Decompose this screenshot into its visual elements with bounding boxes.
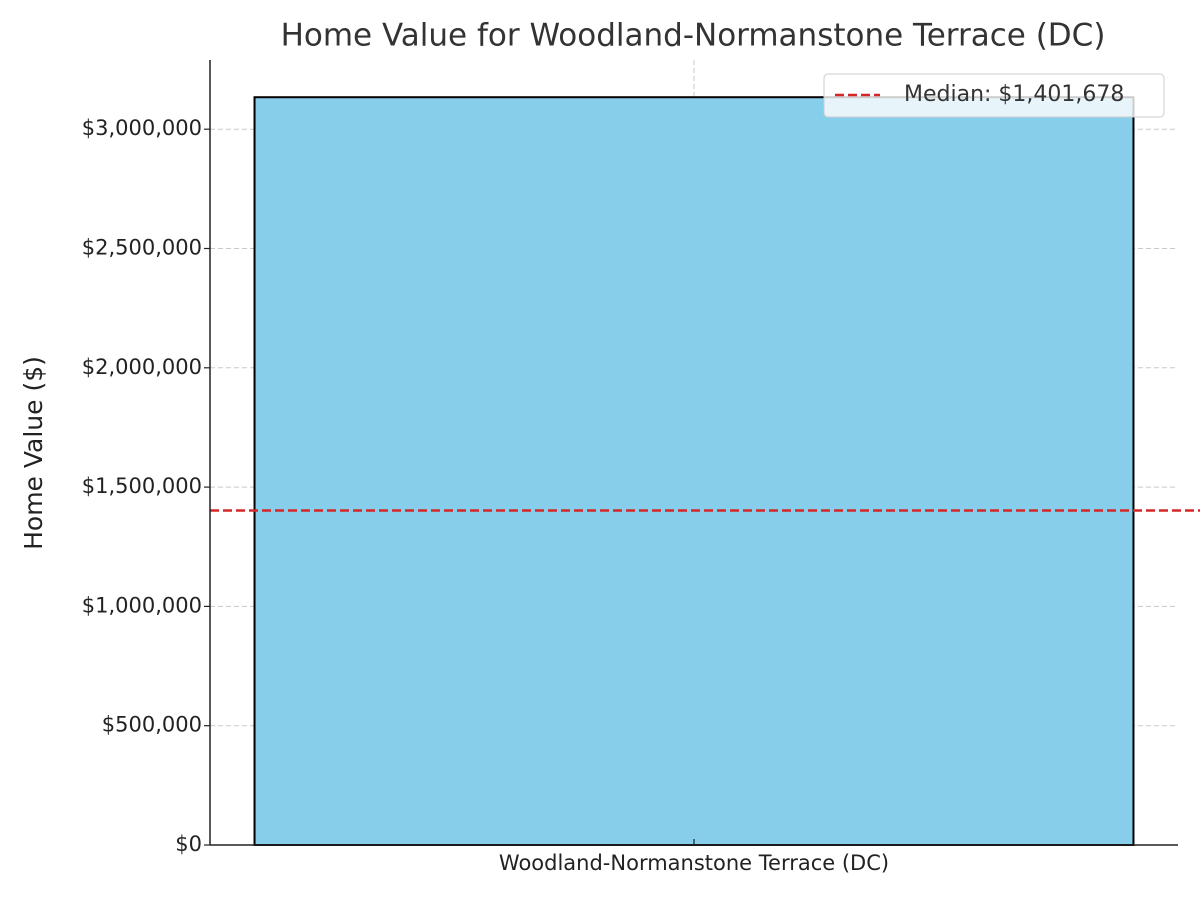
y-tick-label: $3,000,000: [82, 116, 202, 140]
x-tick-label: Woodland-Normanstone Terrace (DC): [499, 851, 889, 875]
y-tick-label: $1,000,000: [82, 593, 202, 617]
legend-label: Median: $1,401,678: [904, 82, 1124, 107]
y-tick-label: $2,000,000: [82, 355, 202, 379]
chart-title: Home Value for Woodland-Normanstone Terr…: [281, 18, 1106, 54]
y-tick-label: $2,500,000: [82, 235, 202, 259]
legend-box: [823, 73, 1165, 118]
y-axis-label: Home Value ($): [19, 356, 48, 550]
y-tick-label: $500,000: [102, 713, 202, 737]
bar: [253, 96, 1135, 847]
y-tick-label: $0: [175, 832, 202, 856]
y-tick-label: $1,500,000: [82, 474, 202, 498]
